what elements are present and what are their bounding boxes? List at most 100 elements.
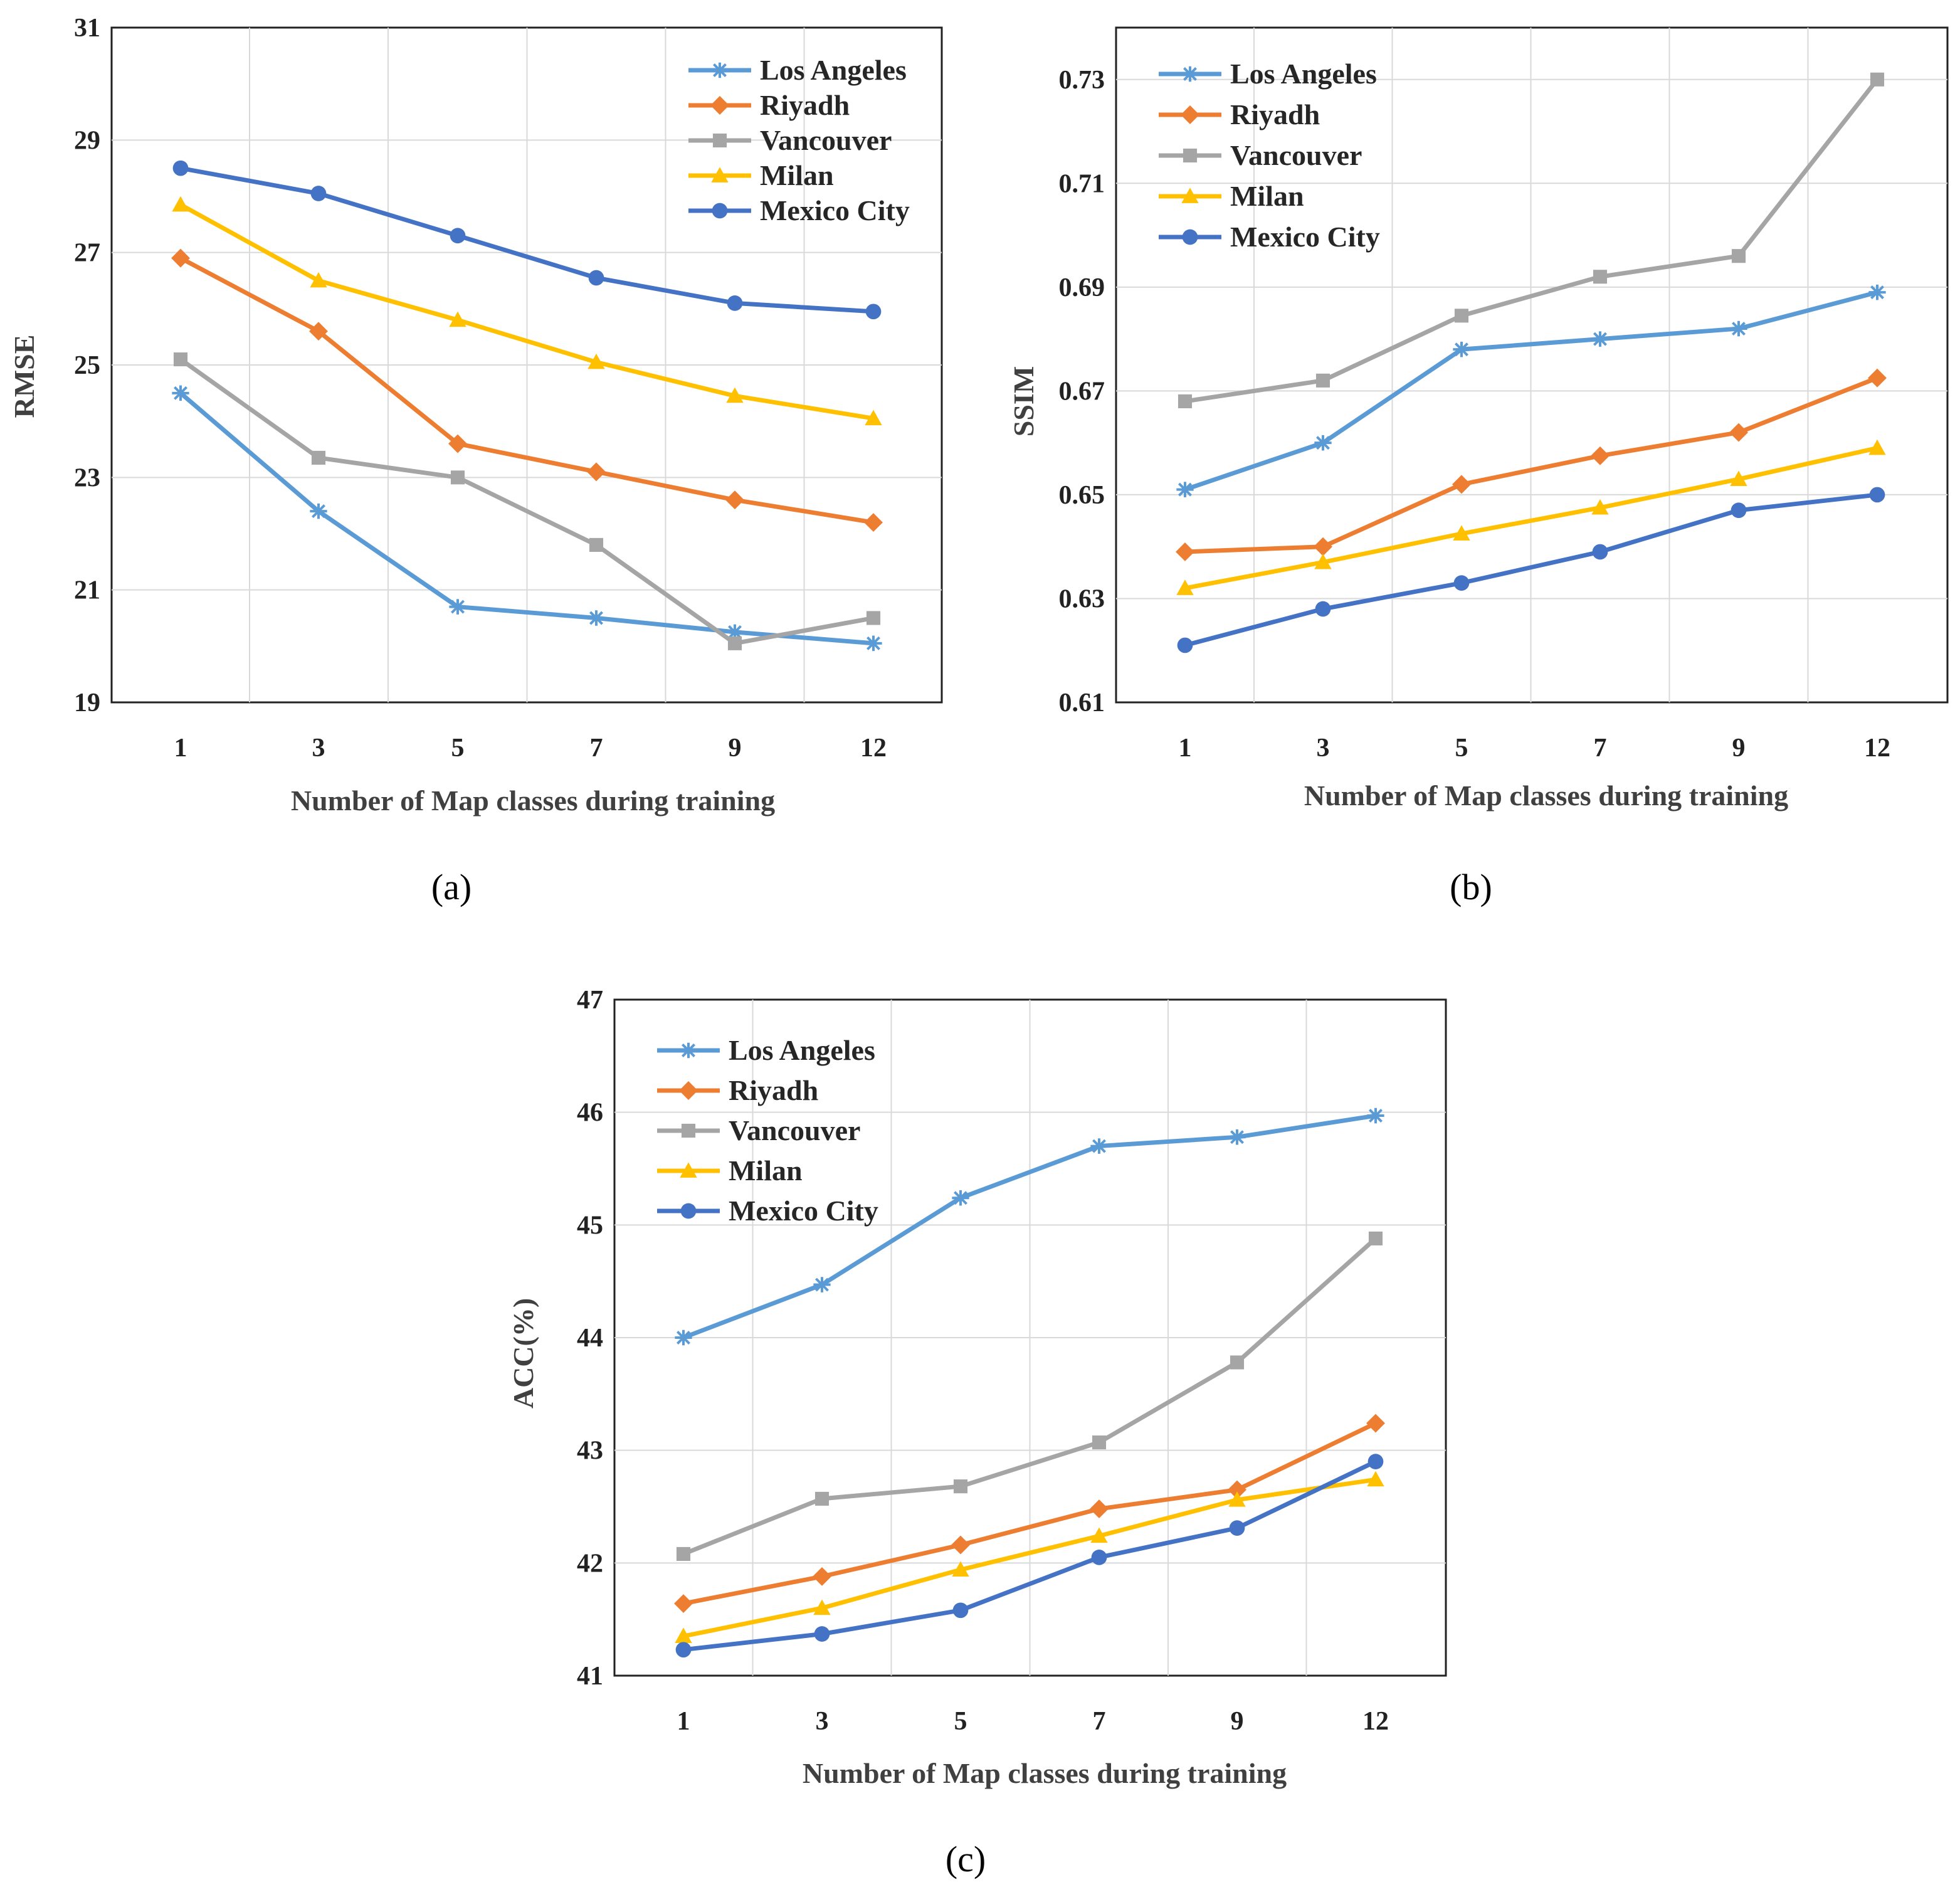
- chart-rmse: 19 21 23 25 27 29 31 1 3 5 7 9 12 Los AngelesRiyadh…: [8, 14, 943, 907]
- legend-label: Milan: [1230, 180, 1304, 212]
- y-tick-label: 42: [577, 1549, 603, 1578]
- series-line: [683, 1477, 1376, 1639]
- legend-entry: Riyadh: [1159, 98, 1320, 130]
- data-point: [1229, 1520, 1245, 1536]
- series-line: [1184, 78, 1879, 404]
- legend-label: Riyadh: [760, 89, 850, 121]
- data-point: [171, 248, 190, 268]
- y-axis-title: SSIM: [1008, 366, 1040, 436]
- legend-entry: Mexico City: [688, 194, 910, 226]
- data-point: [1730, 320, 1747, 337]
- series-milan: [675, 1471, 1384, 1644]
- x-tick-label: 1: [677, 1707, 690, 1736]
- x-tick-label: 1: [174, 734, 187, 763]
- x-tick-label: 5: [451, 734, 465, 763]
- y-tick-labels: 41 42 43 44 45 46 47: [577, 986, 603, 1691]
- y-tick-label: 27: [74, 239, 100, 268]
- data-point: [1314, 537, 1332, 556]
- legend-entry: Los Angeles: [657, 1034, 875, 1066]
- data-point: [449, 599, 466, 615]
- data-point: [1367, 1454, 1384, 1469]
- data-point: [866, 611, 881, 625]
- data-point: [675, 1627, 692, 1644]
- legend-label: Riyadh: [1230, 98, 1320, 130]
- data-point: [952, 1190, 969, 1206]
- legend-swatch-marker: [1182, 229, 1198, 245]
- data-point: [311, 450, 326, 465]
- data-point: [1592, 544, 1608, 560]
- data-point: [172, 160, 189, 176]
- legend-entry: Vancouver: [1159, 139, 1362, 171]
- series-line: [1184, 376, 1878, 554]
- x-tick-label: 12: [860, 734, 887, 763]
- data-point: [173, 352, 188, 367]
- x-tick-label: 9: [1732, 734, 1746, 763]
- panel-label: (c): [946, 1839, 986, 1879]
- data-point: [1091, 1550, 1107, 1565]
- data-point: [1178, 394, 1193, 408]
- x-tick-labels: 1 3 5 7 9 12: [174, 734, 887, 763]
- data-point: [1368, 1231, 1383, 1245]
- legend-swatch-marker: [711, 167, 729, 182]
- y-tick-label: 0.65: [1059, 481, 1105, 510]
- y-tick-label: 0.63: [1059, 584, 1105, 613]
- data-point: [1591, 446, 1610, 465]
- legend-entry: Los Angeles: [688, 54, 907, 86]
- legend-label: Vancouver: [1230, 139, 1362, 171]
- legend-label: Los Angeles: [1230, 58, 1377, 90]
- data-point: [1177, 637, 1193, 653]
- data-point: [450, 228, 466, 244]
- data-point: [675, 1329, 692, 1346]
- data-point: [727, 295, 743, 311]
- data-point: [587, 610, 605, 626]
- grid: [112, 28, 942, 702]
- x-axis-title: Number of Map classes during training: [291, 785, 775, 817]
- legend-label: Vancouver: [760, 124, 892, 156]
- data-point: [864, 513, 883, 532]
- chart-ssim: 0.61 0.63 0.65 0.67 0.69 0.71 0.73 1 3 5 7 9 12 Los…: [1008, 26, 1949, 907]
- x-tick-label: 7: [1594, 734, 1607, 763]
- chart-acc: 41 42 43 44 45 46 47 1 3 5 7 9 12 Los Angeles Riyadh…: [507, 986, 1447, 1879]
- series-line: [682, 1113, 1376, 1340]
- data-point: [813, 1277, 831, 1292]
- data-point: [589, 537, 604, 552]
- series-line: [683, 1459, 1377, 1652]
- series-line: [179, 256, 874, 525]
- data-point: [310, 186, 327, 201]
- series-mexico-city: [1177, 487, 1885, 653]
- legend-swatch-marker: [679, 1081, 698, 1100]
- series-line: [1184, 446, 1878, 591]
- y-tick-label: 0.67: [1059, 377, 1105, 406]
- data-point: [1452, 475, 1471, 494]
- series-line: [1184, 290, 1878, 492]
- data-point: [676, 1546, 691, 1562]
- legend-swatch-marker: [1181, 188, 1199, 203]
- y-tick-label: 0.71: [1059, 169, 1105, 198]
- data-point: [1453, 575, 1470, 591]
- series-line: [179, 391, 874, 646]
- legend-swatch-marker: [680, 1203, 697, 1219]
- legend-entry: Riyadh: [657, 1074, 818, 1106]
- legend-entry: Riyadh: [688, 89, 850, 121]
- y-tick-label: 47: [577, 986, 603, 1015]
- data-point: [1593, 270, 1608, 284]
- series-line: [683, 1421, 1377, 1606]
- y-tick-label: 31: [74, 14, 100, 43]
- y-tick-label: 0.61: [1059, 689, 1105, 717]
- data-point: [952, 1602, 969, 1619]
- legend-label: Los Angeles: [729, 1034, 875, 1066]
- data-point: [1453, 525, 1470, 541]
- legend-swatch-marker: [712, 203, 728, 219]
- series-los-angeles: [1176, 284, 1886, 497]
- data-point: [1868, 284, 1886, 300]
- panel-label: (a): [431, 867, 472, 907]
- panel-label: (b): [1450, 867, 1492, 907]
- y-tick-label: 23: [74, 463, 100, 492]
- y-tick-label: 43: [577, 1437, 603, 1466]
- legend-label: Los Angeles: [760, 54, 907, 86]
- y-tick-labels: 19 21 23 25 27 29 31: [74, 14, 100, 717]
